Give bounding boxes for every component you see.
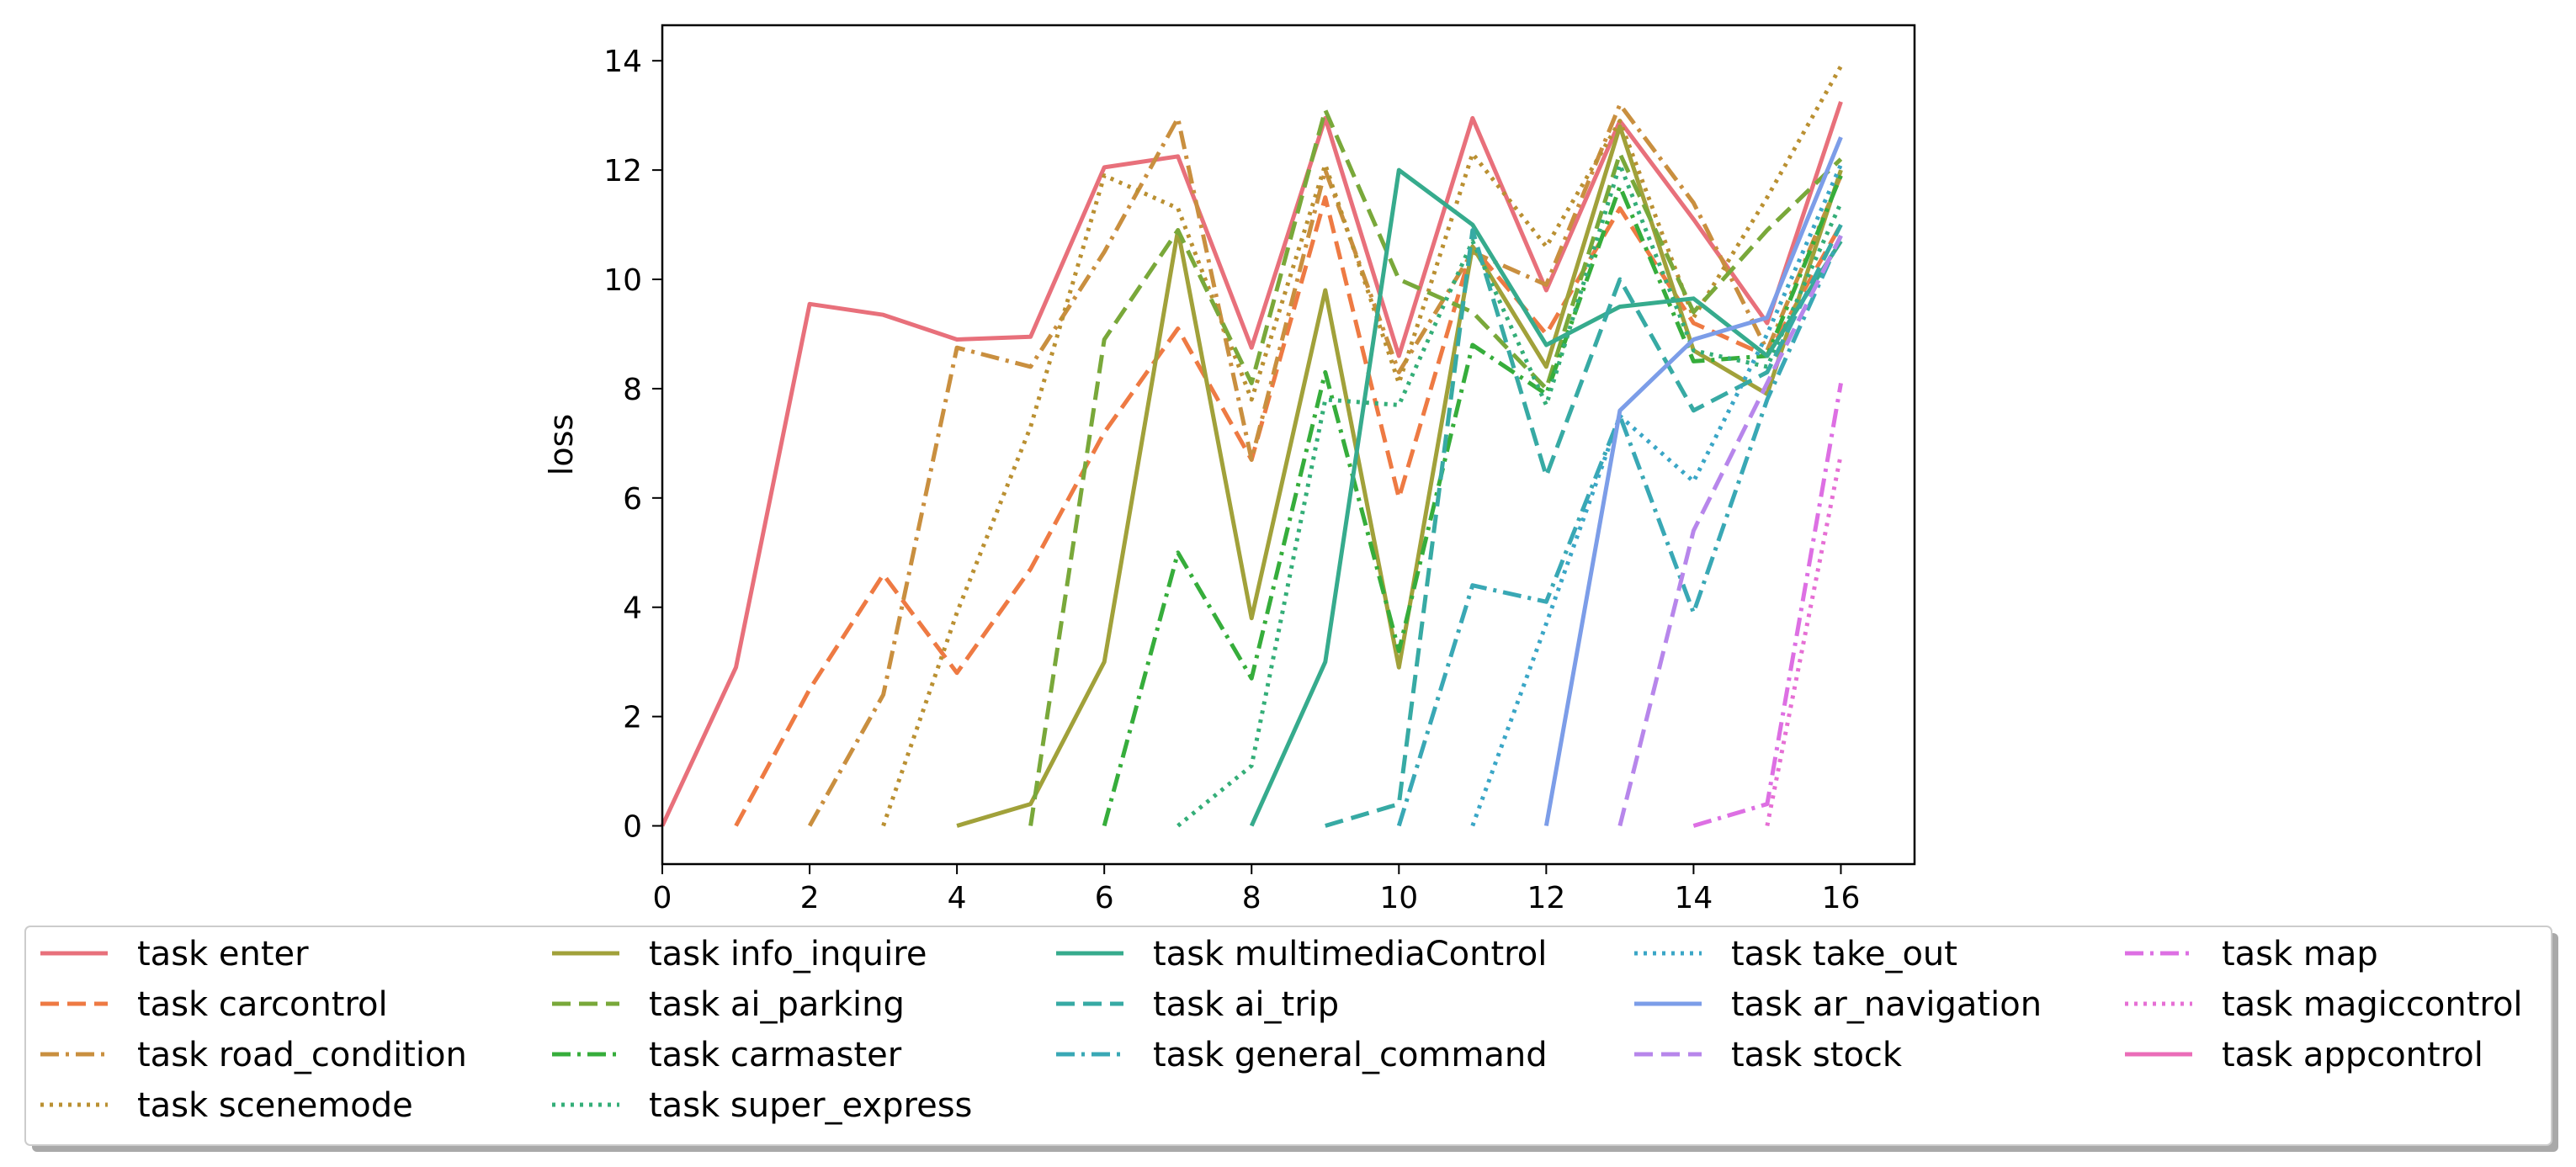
series-line (1102, 174, 1843, 827)
series-line (1765, 454, 1843, 826)
legend-label: task info_inquire (649, 935, 927, 973)
y-axis: 0 2 4 6 8 10 12 14 (603, 45, 662, 845)
legend-label: task multimediaControl (1153, 935, 1547, 973)
x-tick-label: 14 (1675, 881, 1713, 915)
x-tick-label: 0 (653, 881, 672, 915)
legend: task enter task carcontrol task road_condi… (24, 926, 2558, 1152)
series-line (1325, 223, 1843, 828)
series-line (1028, 108, 1843, 826)
legend-frame (24, 926, 2552, 1146)
series-line (807, 102, 1843, 827)
y-axis-label: loss (543, 414, 580, 475)
legend-label: task map (2222, 935, 2378, 973)
legend-label: task super_express (649, 1086, 972, 1125)
series-line (881, 65, 1843, 827)
legend-label: task general_command (1153, 1036, 1548, 1074)
series-line (1543, 136, 1843, 826)
plot-frame (661, 24, 1916, 866)
legend-label: task magiccontrol (2222, 985, 2523, 1024)
series-line (1692, 382, 1843, 828)
legend-label: task carmaster (649, 1036, 902, 1074)
y-tick-label: 10 (603, 263, 642, 298)
legend-label: task carcontrol (137, 985, 388, 1024)
series-line (734, 195, 1843, 827)
legend-label: task ai_trip (1153, 985, 1339, 1024)
x-tick-label: 12 (1527, 881, 1565, 915)
series-line (1176, 162, 1843, 828)
series-line (660, 101, 1843, 827)
y-tick-label: 4 (623, 591, 642, 626)
series-lines (660, 65, 1843, 828)
legend-label: task stock (1731, 1036, 1903, 1074)
x-tick-label: 10 (1379, 881, 1418, 915)
legend-label: task ar_navigation (1731, 985, 2042, 1024)
series-line (1396, 235, 1843, 827)
series-line (1249, 167, 1843, 827)
legend-label: task take_out (1731, 935, 1957, 973)
legend-label: task scenemode (137, 1086, 413, 1125)
y-tick-label: 12 (603, 154, 642, 188)
y-tick-label: 8 (623, 373, 642, 407)
y-tick-label: 6 (623, 482, 642, 517)
x-tick-label: 2 (800, 881, 820, 915)
y-tick-label: 14 (603, 45, 642, 79)
legend-label: task road_condition (137, 1036, 467, 1074)
x-tick-label: 16 (1822, 881, 1861, 915)
y-tick-label: 2 (623, 701, 642, 735)
x-tick-label: 8 (1242, 881, 1261, 915)
legend-label: task enter (137, 935, 309, 973)
x-tick-label: 4 (948, 881, 967, 915)
legend-label: task ai_parking (649, 985, 905, 1024)
series-line (1617, 234, 1843, 827)
y-tick-label: 0 (623, 810, 642, 845)
x-tick-label: 6 (1095, 881, 1114, 915)
legend-label: task appcontrol (2222, 1036, 2483, 1074)
x-axis: 0 2 4 6 8 10 12 14 16 (653, 864, 1861, 915)
